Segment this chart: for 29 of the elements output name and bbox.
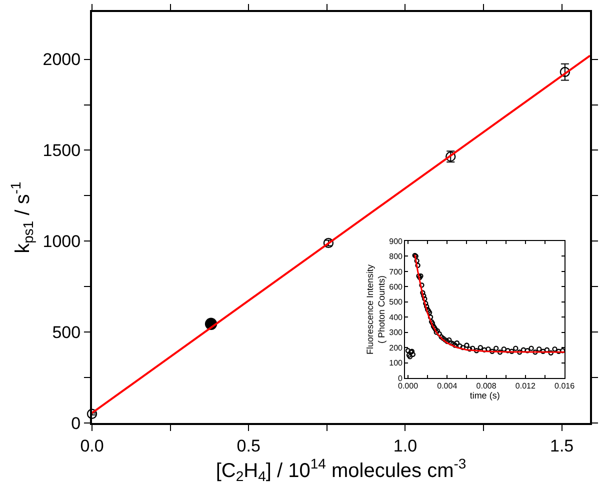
y-tick-label: 1500 [42,141,81,160]
y-tick-label: 1000 [42,232,81,252]
point [560,66,570,78]
y-tick-label: 2000 [42,50,81,70]
y-tick-label: 0 [398,374,404,383]
x-tick-label: 0.004 [437,382,458,391]
y-axis-title: Fluorescence Intensity ( Photon Counts) [364,264,386,355]
point [86,408,98,420]
y-tick-label: 300 [389,328,404,338]
y-tick-label: 0 [71,414,81,433]
x-tick-label: 1.0 [393,436,418,456]
x-axis-title: time (s) [470,390,500,401]
x-tick-label: 0.5 [236,436,260,456]
x-tick-label: 0.016 [554,382,576,391]
y-tick-label: 500 [52,323,81,342]
x-tick-label: 0.0 [80,436,104,456]
y-tick-label: 600 [389,282,404,292]
y-tick-label: 100 [389,358,404,368]
y-tick-label: 200 [389,343,404,352]
y-tick-label: 500 [389,298,404,307]
y-tick-label: 700 [389,267,404,276]
x-tick-label: 1.5 [550,436,574,456]
x-axis-title: [C$_{2}$H$_{4}$] / 10$^{14}$ molecules cm$^{-3}$ [216,455,466,484]
x-tick-label: 0.012 [515,382,536,391]
x-tick-label: 0.008 [476,382,497,391]
y-tick-label: 800 [389,252,404,262]
y-tick-label: 900 [389,236,404,246]
y-tick-label: 400 [389,312,404,322]
x-tick-label: 0.000 [398,382,419,391]
